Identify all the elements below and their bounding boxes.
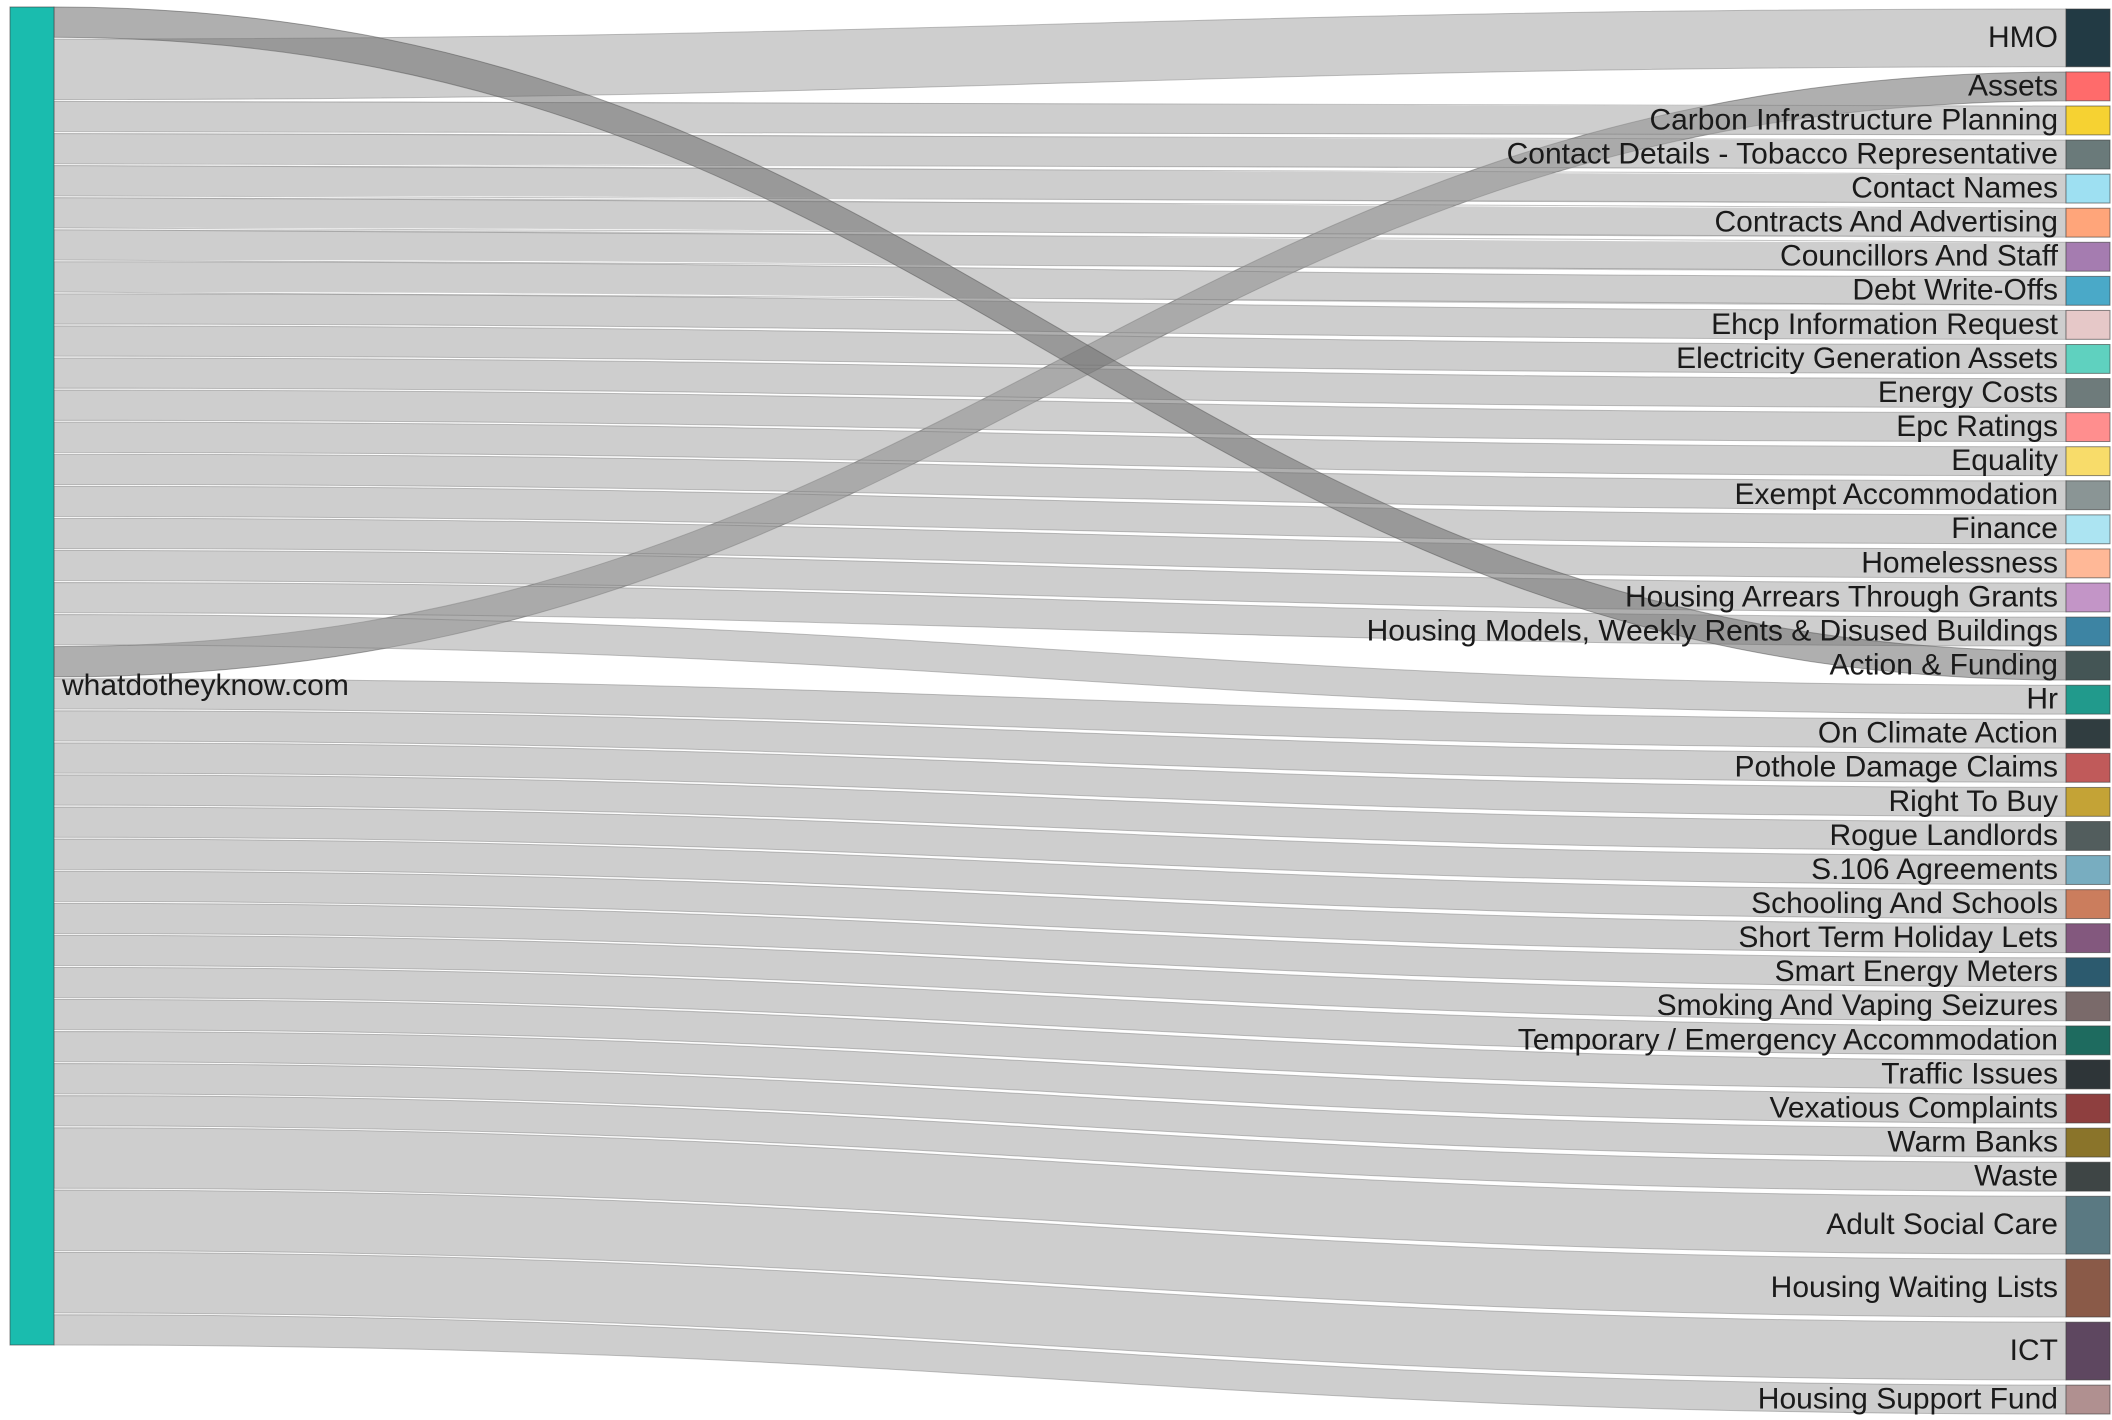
- target-node-finance: [2065, 514, 2111, 545]
- target-node-exempt-accommodation: [2065, 480, 2111, 511]
- target-label-housing-waiting-lists: Housing Waiting Lists: [1771, 1271, 2058, 1304]
- target-node-action-funding: [2065, 650, 2111, 681]
- link-contact-names: [53, 165, 2067, 204]
- target-node-adult-social-care: [2065, 1195, 2111, 1255]
- target-node-homelessness: [2065, 548, 2111, 579]
- target-label-energy-costs: Energy Costs: [1878, 376, 2058, 409]
- target-label-s-106-agreements: S.106 Agreements: [1811, 853, 2058, 886]
- target-label-warm-banks: Warm Banks: [1887, 1126, 2058, 1159]
- target-node-housing-support-fund: [2065, 1384, 2111, 1415]
- target-node-contact-details-tobacco-representative: [2065, 139, 2111, 170]
- target-node-warm-banks: [2065, 1127, 2111, 1158]
- target-node-hr: [2065, 684, 2111, 715]
- target-label-vexatious-complaints: Vexatious Complaints: [1770, 1091, 2059, 1124]
- target-label-right-to-buy: Right To Buy: [1888, 785, 2058, 818]
- target-node-councillors-and-staff: [2065, 241, 2111, 272]
- target-label-temporary-emergency-accommodation: Temporary / Emergency Accommodation: [1518, 1023, 2058, 1056]
- target-node-vexatious-complaints: [2065, 1093, 2111, 1124]
- target-label-contracts-and-advertising: Contracts And Advertising: [1714, 206, 2058, 239]
- target-label-action-funding: Action & Funding: [1830, 649, 2058, 682]
- source-label: whatdotheyknow.com: [61, 669, 349, 702]
- target-label-ehcp-information-request: Ehcp Information Request: [1711, 308, 2059, 341]
- target-node-housing-models-weekly-rents-disused-buildings: [2065, 616, 2111, 647]
- target-label-hr: Hr: [2026, 683, 2058, 716]
- target-label-homelessness: Homelessness: [1861, 546, 2058, 579]
- target-label-debt-write-offs: Debt Write-Offs: [1852, 274, 2058, 307]
- target-node-ict: [2065, 1321, 2111, 1381]
- target-node-energy-costs: [2065, 378, 2111, 408]
- target-node-smart-energy-meters: [2065, 957, 2111, 988]
- target-label-short-term-holiday-lets: Short Term Holiday Lets: [1738, 921, 2058, 954]
- target-node-contracts-and-advertising: [2065, 207, 2111, 238]
- target-node-hmo: [2065, 8, 2111, 68]
- target-label-housing-support-fund: Housing Support Fund: [1758, 1382, 2058, 1415]
- target-label-electricity-generation-assets: Electricity Generation Assets: [1676, 342, 2058, 375]
- target-node-contact-names: [2065, 173, 2111, 204]
- target-node-ehcp-information-request: [2065, 309, 2111, 340]
- target-node-debt-write-offs: [2065, 275, 2111, 306]
- target-node-pothole-damage-claims: [2065, 752, 2111, 783]
- target-node-rogue-landlords: [2065, 821, 2111, 851]
- target-label-contact-names: Contact Names: [1851, 172, 2058, 205]
- target-label-smoking-and-vaping-seizures: Smoking And Vaping Seizures: [1657, 989, 2058, 1022]
- target-node-temporary-emergency-accommodation: [2065, 1025, 2111, 1056]
- target-node-traffic-issues: [2065, 1059, 2111, 1090]
- source-node: [9, 6, 55, 1346]
- target-label-housing-models-weekly-rents-disused-buildings: Housing Models, Weekly Rents & Disused B…: [1367, 614, 2058, 647]
- target-label-contact-details-tobacco-representative: Contact Details - Tobacco Representative: [1507, 137, 2058, 170]
- target-label-smart-energy-meters: Smart Energy Meters: [1775, 955, 2058, 988]
- target-label-exempt-accommodation: Exempt Accommodation: [1735, 478, 2058, 511]
- target-node-waste: [2065, 1161, 2111, 1192]
- target-node-right-to-buy: [2065, 786, 2111, 817]
- target-node-s-106-agreements: [2065, 855, 2111, 885]
- target-label-housing-arrears-through-grants: Housing Arrears Through Grants: [1625, 580, 2058, 613]
- target-label-councillors-and-staff: Councillors And Staff: [1780, 240, 2059, 273]
- target-label-assets: Assets: [1968, 69, 2058, 102]
- target-node-smoking-and-vaping-seizures: [2065, 991, 2111, 1022]
- target-node-schooling-and-schools: [2065, 889, 2111, 920]
- target-node-housing-waiting-lists: [2065, 1258, 2111, 1318]
- target-label-epc-ratings: Epc Ratings: [1896, 410, 2058, 443]
- target-label-pothole-damage-claims: Pothole Damage Claims: [1735, 751, 2058, 784]
- target-label-equality: Equality: [1951, 444, 2058, 477]
- target-label-carbon-infrastructure-planning: Carbon Infrastructure Planning: [1649, 103, 2058, 136]
- target-node-housing-arrears-through-grants: [2065, 582, 2111, 613]
- target-label-hmo: HMO: [1988, 21, 2058, 54]
- target-node-epc-ratings: [2065, 412, 2111, 443]
- target-label-on-climate-action: On Climate Action: [1818, 717, 2058, 750]
- target-label-schooling-and-schools: Schooling And Schools: [1751, 887, 2058, 920]
- target-label-rogue-landlords: Rogue Landlords: [1829, 819, 2058, 852]
- links-layer: [53, 6, 2067, 1415]
- target-node-short-term-holiday-lets: [2065, 923, 2111, 954]
- nodes-layer: [9, 6, 2111, 1415]
- target-label-adult-social-care: Adult Social Care: [1826, 1208, 2058, 1241]
- target-label-traffic-issues: Traffic Issues: [1881, 1057, 2058, 1090]
- target-node-carbon-infrastructure-planning: [2065, 105, 2111, 136]
- target-node-on-climate-action: [2065, 718, 2111, 749]
- target-node-electricity-generation-assets: [2065, 344, 2111, 374]
- target-label-ict: ICT: [2010, 1334, 2058, 1367]
- target-label-waste: Waste: [1974, 1160, 2058, 1193]
- target-node-equality: [2065, 446, 2111, 477]
- target-label-finance: Finance: [1951, 512, 2058, 545]
- target-node-assets: [2065, 71, 2111, 102]
